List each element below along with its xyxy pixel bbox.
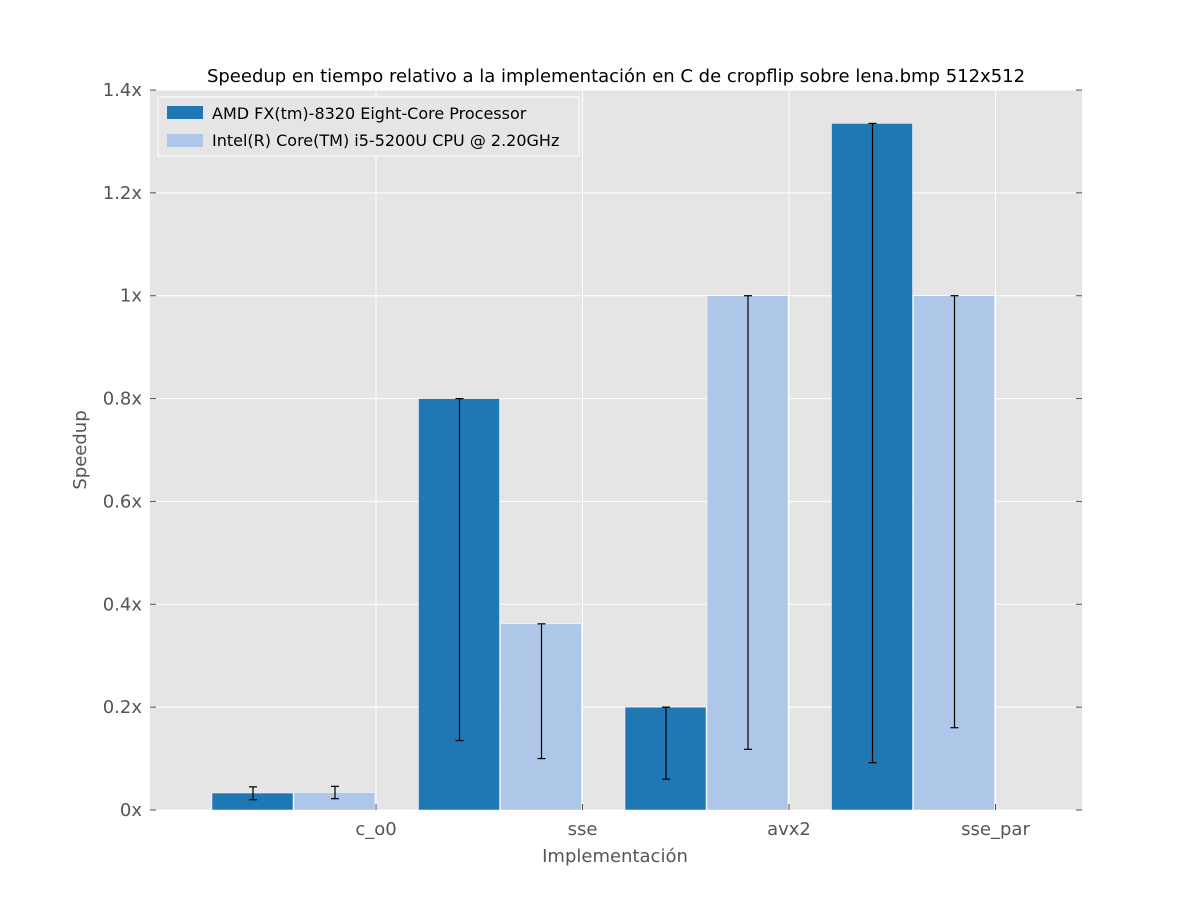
x-tick-label: avx2	[767, 819, 811, 840]
y-tick-label: 0.2x	[103, 697, 143, 718]
y-axis-label: Speedup	[70, 410, 91, 489]
y-tick-label: 0.4x	[103, 594, 143, 615]
legend-swatch-amd	[167, 106, 203, 119]
x-tick-label: c_o0	[355, 819, 396, 840]
legend: AMD FX(tm)-8320 Eight-Core Processor Int…	[157, 96, 580, 157]
ticks-layer: 0x 0.2x 0.4x 0.6x 0.8x 1x 1.2x 1.4x c_o0 sse avx2 s…	[103, 80, 1082, 840]
y-tick-label: 0.8x	[103, 389, 143, 410]
y-tick-label: 1.4x	[103, 80, 143, 101]
x-tick-label: sse	[568, 819, 598, 840]
legend-label-intel: Intel(R) Core(TM) i5-5200U CPU @ 2.20GHz	[212, 131, 559, 150]
y-tick-label: 1x	[120, 286, 142, 307]
y-tick-label: 0.6x	[103, 491, 143, 512]
legend-label-amd: AMD FX(tm)-8320 Eight-Core Processor	[212, 104, 527, 123]
chart-title: Speedup en tiempo relativo a la implemen…	[207, 66, 1025, 87]
bars-layer	[211, 123, 995, 811]
y-tick-label: 1.2x	[103, 183, 143, 204]
x-tick-label: sse_par	[961, 819, 1030, 840]
legend-box	[157, 96, 580, 157]
x-axis-label: Implementación	[542, 846, 688, 867]
legend-swatch-intel	[167, 134, 203, 147]
error-bars-layer	[249, 122, 959, 801]
y-tick-label: 0x	[120, 800, 142, 821]
